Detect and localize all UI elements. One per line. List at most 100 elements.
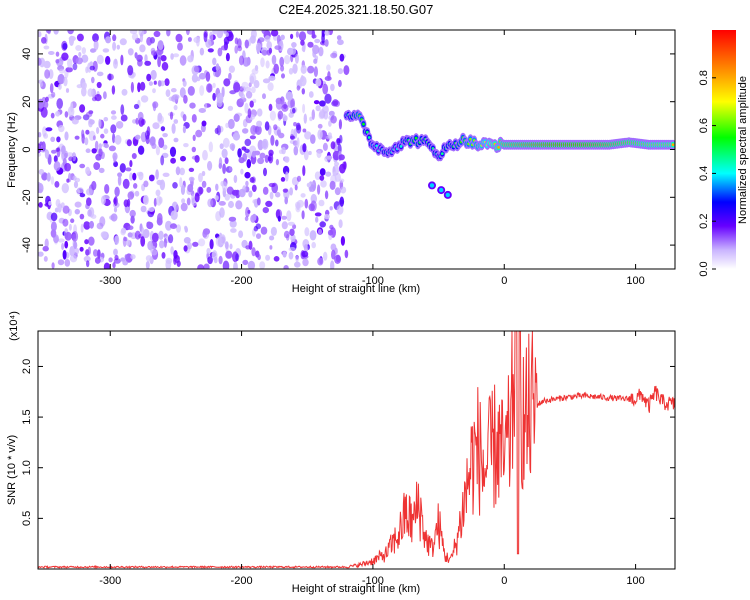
noise-blob: [159, 179, 166, 191]
noise-blob: [165, 89, 171, 97]
noise-blob: [302, 143, 307, 153]
noise-blob: [219, 207, 225, 218]
noise-blob: [156, 48, 164, 55]
noise-blob: [275, 158, 279, 166]
noise-blob: [319, 221, 327, 228]
noise-blob: [291, 42, 297, 48]
noise-blob: [191, 114, 197, 123]
noise-blob: [98, 118, 102, 128]
noise-blob: [50, 112, 55, 119]
noise-blob: [172, 94, 180, 100]
noise-blob: [284, 196, 289, 205]
noise-blob: [150, 69, 157, 80]
noise-blob: [318, 46, 324, 57]
noise-blob: [203, 263, 210, 269]
noise-blob: [245, 180, 249, 187]
noise-blob: [114, 186, 120, 197]
noise-blob: [160, 55, 167, 62]
signal-core: [469, 137, 472, 141]
noise-blob: [215, 70, 220, 78]
noise-blob: [71, 233, 77, 241]
y-tick-label: 0: [21, 146, 33, 152]
noise-blob: [304, 131, 312, 140]
snr-x-label: Height of straight line (km): [292, 583, 420, 595]
noise-blob: [113, 248, 118, 256]
noise-blob: [116, 44, 121, 50]
noise-blob: [121, 88, 128, 96]
x-tick-label: 100: [626, 575, 644, 587]
x-tick-label: -200: [231, 275, 253, 287]
noise-blob: [41, 141, 46, 152]
noise-blob: [170, 157, 177, 164]
noise-blob: [251, 68, 259, 75]
spectrogram-y-label: Frequency (Hz): [6, 112, 18, 188]
noise-blob: [129, 172, 134, 181]
noise-blob: [285, 91, 293, 101]
noise-blob: [62, 43, 68, 50]
noise-blob: [281, 215, 287, 220]
noise-blob: [78, 52, 82, 57]
noise-blob: [312, 49, 317, 58]
noise-blob: [141, 227, 145, 238]
x-tick-label: 100: [626, 275, 644, 287]
spectrogram-y-axis: -40 -20 0 20 40: [21, 48, 675, 253]
colorbar-gradient: [712, 30, 736, 269]
noise-blob: [300, 39, 305, 46]
noise-blob: [244, 171, 251, 179]
noise-blob: [301, 250, 309, 258]
noise-blob: [113, 198, 117, 204]
noise-blob: [129, 209, 136, 218]
noise-blob: [130, 81, 134, 93]
noise-blob: [290, 33, 294, 40]
noise-blob: [327, 229, 334, 236]
noise-blob: [268, 103, 273, 111]
noise-blob: [261, 49, 268, 56]
noise-blob: [108, 73, 112, 81]
noise-blob: [266, 41, 273, 50]
noise-blob: [158, 230, 164, 240]
noise-blob: [277, 215, 281, 222]
noise-blob: [131, 32, 139, 41]
noise-blob: [168, 234, 174, 244]
noise-blob: [93, 162, 101, 170]
noise-blob: [215, 183, 219, 191]
noise-blob: [89, 220, 94, 229]
noise-blob: [338, 79, 342, 88]
noise-blob: [38, 169, 45, 175]
noise-blob: [161, 252, 166, 259]
noise-blob: [212, 92, 216, 101]
noise-blob: [100, 133, 105, 139]
noise-blob: [137, 111, 144, 121]
noise-blob: [54, 181, 60, 188]
noise-blob: [120, 257, 126, 262]
noise-blob: [43, 60, 51, 69]
noise-blob: [83, 255, 91, 263]
noise-blob: [231, 189, 239, 196]
noise-blob: [130, 254, 136, 260]
noise-blob: [71, 117, 79, 125]
noise-blob: [131, 153, 137, 159]
noise-blob: [185, 30, 190, 36]
noise-blob: [181, 198, 186, 204]
noise-blob: [145, 261, 150, 269]
snr-y-label: SNR (10 * v/v): [6, 435, 18, 505]
noise-blob: [281, 146, 286, 155]
noise-blob: [177, 42, 183, 51]
noise-blob: [40, 107, 48, 118]
noise-blob: [338, 119, 342, 130]
noise-blob: [313, 58, 318, 64]
noise-blob: [293, 128, 298, 139]
noise-blob: [69, 254, 78, 263]
noise-blob: [175, 166, 181, 176]
noise-blob: [324, 214, 330, 220]
noise-blob: [192, 241, 199, 247]
noise-blob: [169, 223, 178, 229]
noise-blob: [311, 241, 317, 249]
noise-blob: [248, 82, 252, 88]
noise-blob: [145, 255, 153, 262]
noise-blob: [325, 155, 333, 160]
noise-blob: [151, 50, 157, 56]
noise-blob: [135, 134, 141, 140]
noise-blob: [44, 149, 50, 159]
noise-blob: [245, 91, 253, 99]
